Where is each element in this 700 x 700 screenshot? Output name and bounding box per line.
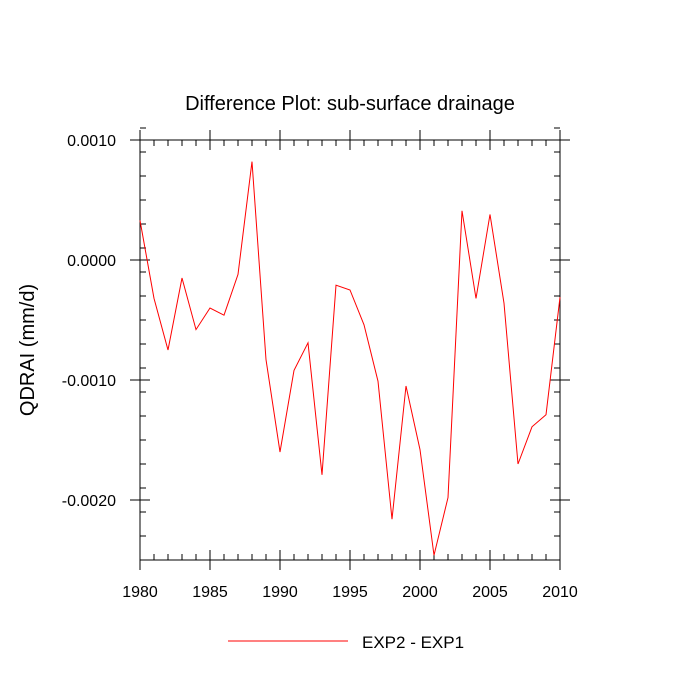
y-tick-label: -0.0010 xyxy=(62,373,116,390)
plot-frame xyxy=(139,139,561,561)
x-tick-label: 2000 xyxy=(402,584,438,601)
y-tick-label: 0.0010 xyxy=(67,133,116,150)
legend-label: EXP2 - EXP1 xyxy=(362,633,464,652)
x-tick-label: 2005 xyxy=(472,584,508,601)
y-axis: 0.0010 0.0000 -0.0010 -0.0020 xyxy=(62,127,570,561)
series-layer xyxy=(139,161,561,556)
y-axis-label: QDRAI (mm/d) xyxy=(17,284,39,416)
x-tick-label: 1990 xyxy=(262,584,298,601)
y-tick-label: 0.0000 xyxy=(67,253,116,270)
x-tick-label: 1995 xyxy=(332,584,368,601)
x-axis: 1980 1985 1990 1995 2000 2005 2010 xyxy=(122,130,578,601)
x-tick-label: 2010 xyxy=(542,584,578,601)
y-tick-label: -0.0020 xyxy=(62,493,116,510)
x-tick-label: 1980 xyxy=(122,584,158,601)
legend: EXP2 - EXP1 xyxy=(228,633,464,652)
series-line xyxy=(139,161,561,556)
x-tick-label: 1985 xyxy=(192,584,228,601)
chart-title: Difference Plot: sub-surface drainage xyxy=(185,93,515,115)
